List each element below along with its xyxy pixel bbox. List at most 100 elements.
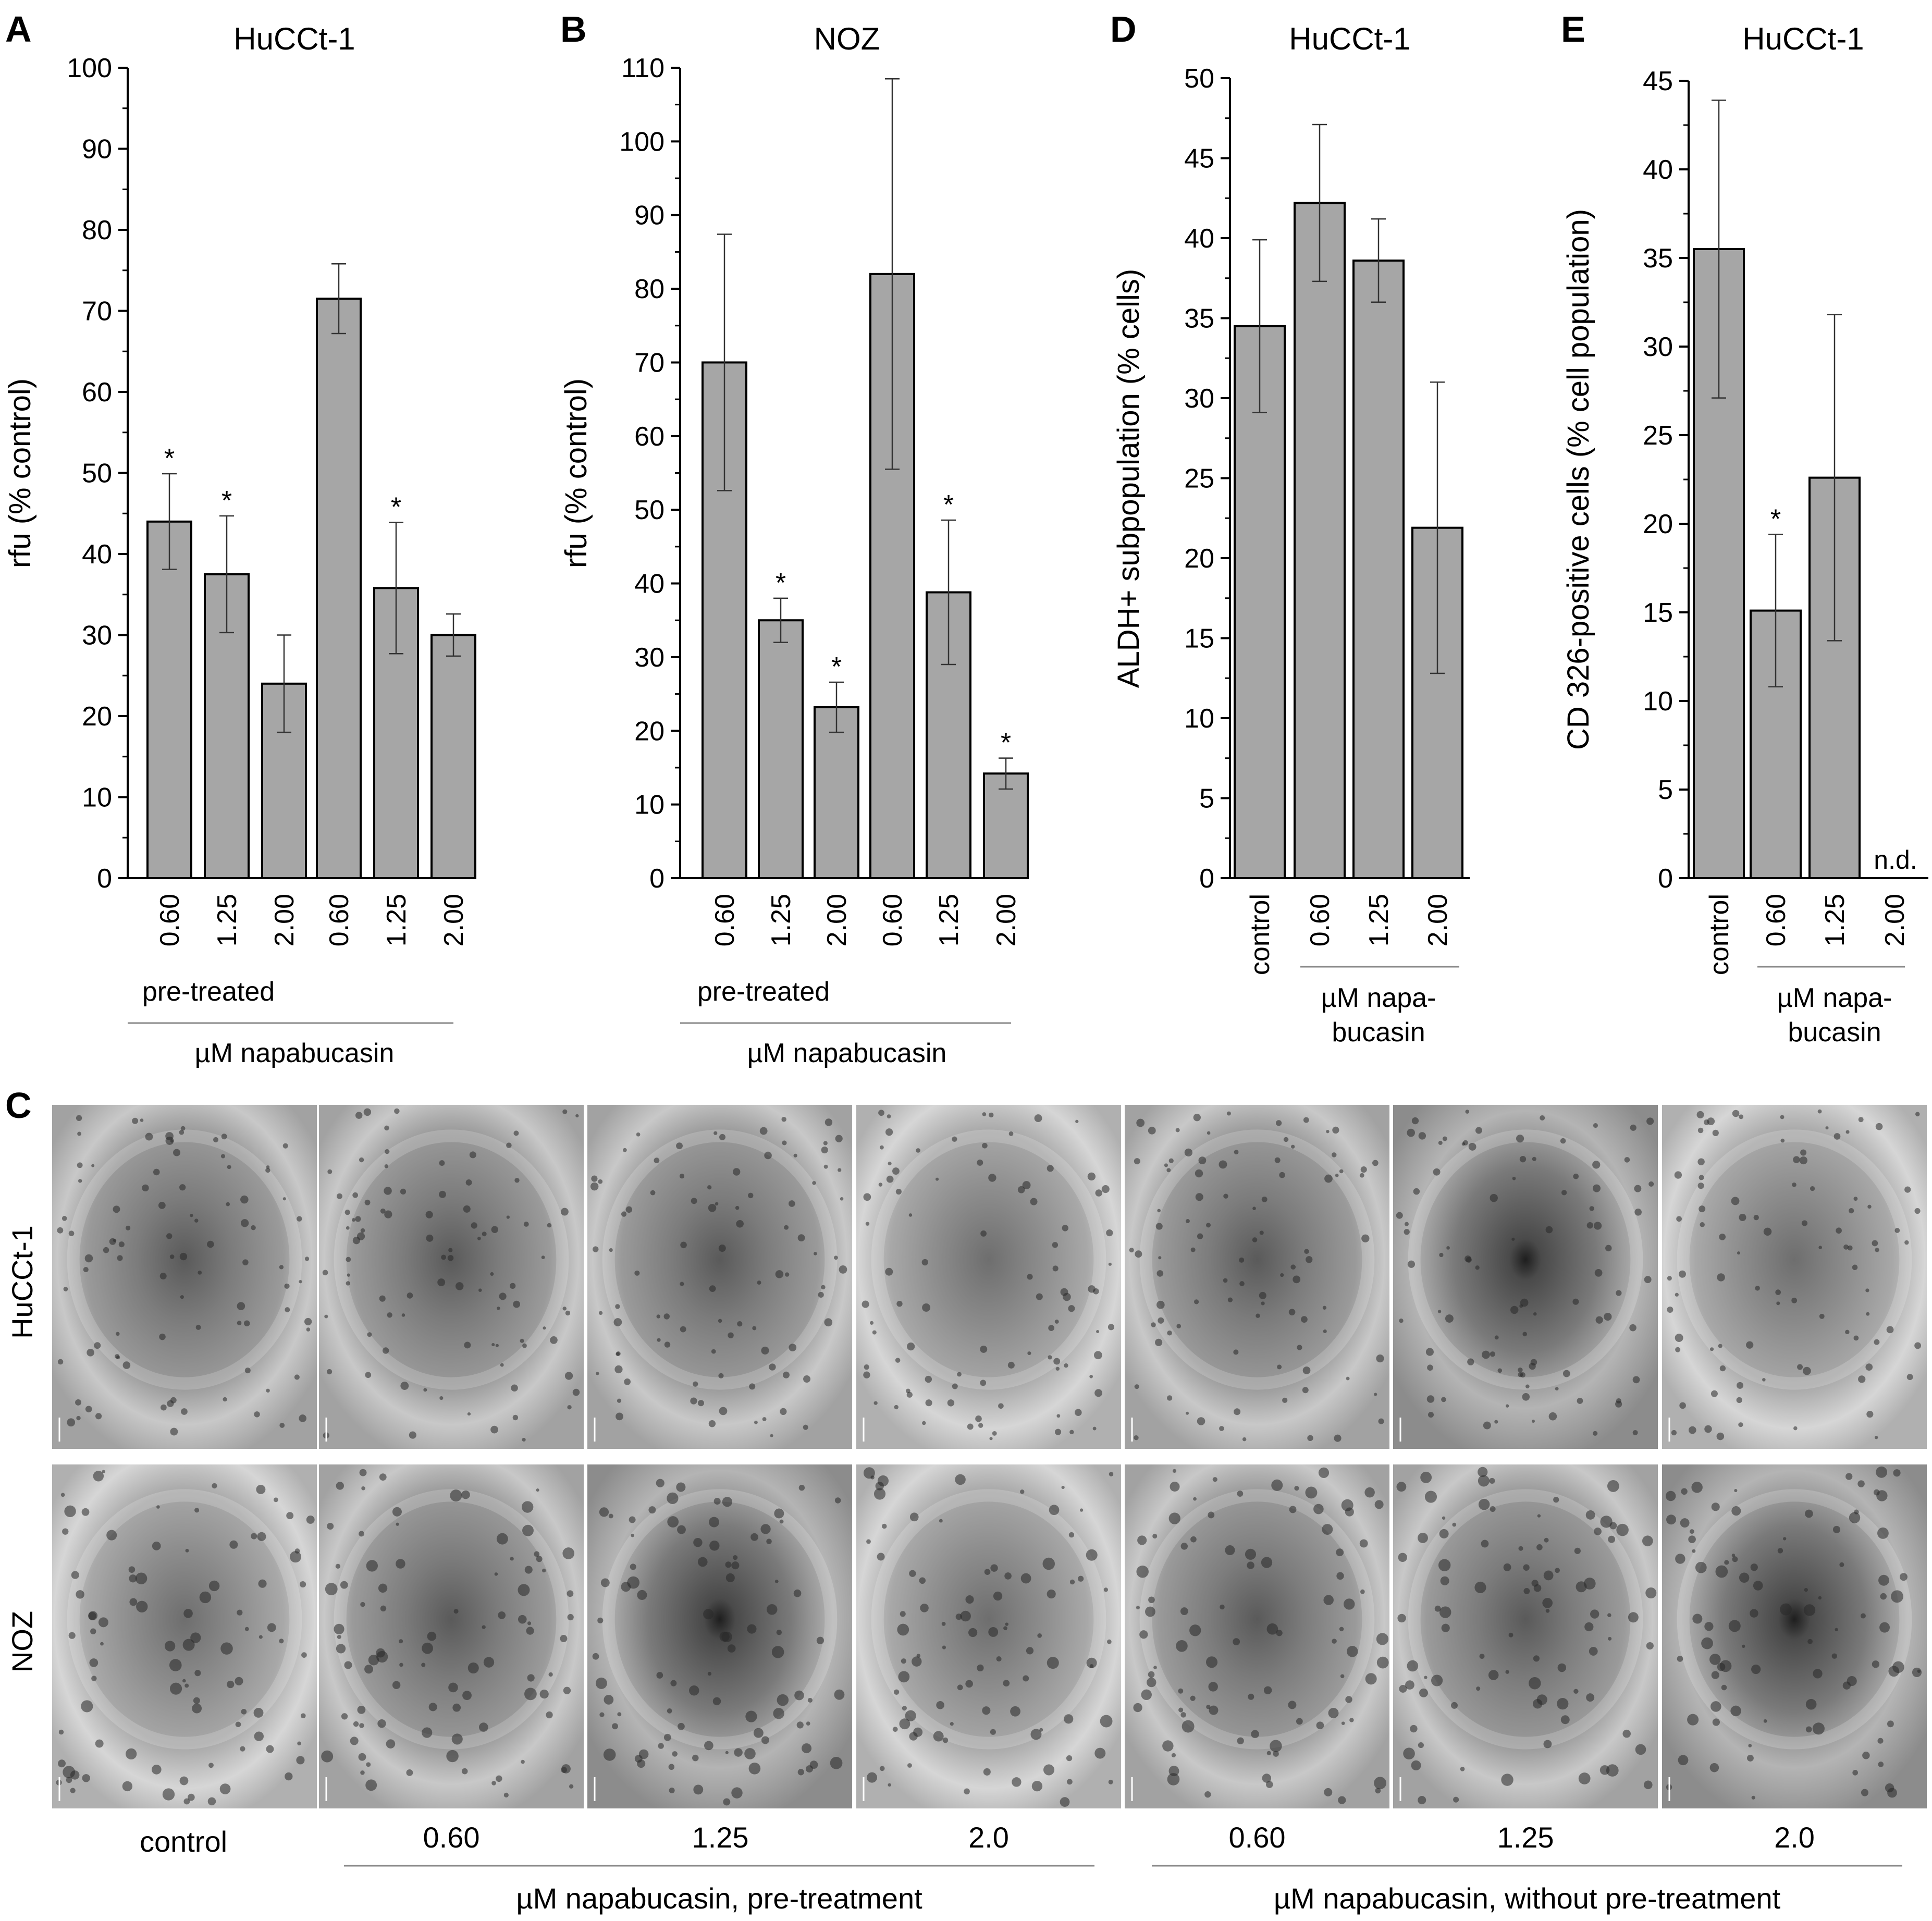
category-label: 1.25 [382, 894, 412, 946]
microscopy-panel-c: HuCCt-1 NOZ control 0.60 1.25 2.0 0.60 1… [6, 1105, 1927, 1915]
bar [430, 634, 476, 879]
significance-marker: * [391, 492, 401, 522]
y-tick-label: 70 [634, 348, 664, 378]
bar [814, 706, 859, 879]
significance-marker: * [1770, 504, 1781, 534]
category-label: 0.60 [878, 894, 908, 946]
column-label-wo-060: 0.60 [1229, 1821, 1286, 1854]
y-tick-label: 10 [634, 790, 664, 820]
chart-title: NOZ [814, 21, 880, 56]
row-label-noz: NOZ [6, 1611, 39, 1672]
y-tick-label: 30 [1184, 384, 1214, 414]
category-label: 1.25 [212, 894, 242, 946]
micrograph [52, 1105, 317, 1449]
y-tick-label: 80 [634, 274, 664, 304]
column-label-wo-20: 2.0 [1774, 1821, 1815, 1854]
x-axis-label: µM napabucasin [195, 1038, 395, 1068]
category-label: 0.60 [1761, 894, 1791, 946]
y-tick-label: 0 [649, 864, 664, 894]
chart-panel-e: HuCCt-1 CD 326-positive cells (% cell pop… [1561, 21, 1928, 1048]
y-tick-label: 20 [82, 701, 112, 732]
y-tick-label: 60 [634, 422, 664, 452]
column-label-pre-060: 0.60 [423, 1821, 480, 1854]
micrograph [319, 1105, 584, 1449]
bar [758, 619, 804, 880]
column-label-wo-125: 1.25 [1497, 1821, 1554, 1854]
y-tick-label: 20 [1184, 544, 1214, 574]
row-label-hucct1: HuCCt-1 [6, 1225, 39, 1339]
group-label: pre-treated [697, 977, 830, 1007]
category-label: 1.25 [766, 894, 796, 946]
significance-marker: * [831, 652, 842, 682]
significance-marker: * [164, 444, 175, 474]
category-label: 0.60 [324, 894, 354, 946]
x-axis-label: µM napa-bucasin [1321, 983, 1436, 1048]
y-tick-label: 40 [82, 539, 112, 570]
category-label: 1.25 [934, 894, 964, 946]
y-tick-label: 45 [1643, 66, 1673, 96]
column-label-control: control [140, 1825, 227, 1858]
bar [146, 520, 192, 879]
y-tick-label: 30 [82, 621, 112, 651]
category-label: control [1245, 894, 1275, 975]
y-tick-label: 30 [634, 643, 664, 673]
y-tick-label: 80 [82, 215, 112, 245]
y-tick-label: 40 [634, 569, 664, 599]
significance-marker: * [1001, 728, 1011, 758]
significance-marker: * [776, 568, 786, 598]
category-label: 2.00 [269, 894, 300, 946]
column-label-pre-20: 2.0 [968, 1821, 1009, 1854]
micrograph [1125, 1464, 1389, 1808]
micrograph [856, 1105, 1121, 1449]
chart-panel-a: HuCCt-1 rfu (% control) 0 10 20 30 40 50 60 70 80 9… [3, 21, 476, 1068]
micrograph [587, 1464, 852, 1808]
category-label: 0.60 [1305, 894, 1335, 946]
y-tick-label: 15 [1643, 598, 1673, 628]
micrograph [1393, 1464, 1658, 1808]
group-label-without: µM napabucasin, without pre-treatment [1274, 1882, 1781, 1915]
micrograph [1125, 1105, 1389, 1449]
y-tick-label: 0 [1199, 864, 1214, 894]
micrograph [52, 1464, 317, 1808]
y-axis-label: rfu (% control) [559, 378, 593, 568]
y-tick-label: 90 [82, 134, 112, 165]
group-label: pre-treated [142, 977, 275, 1007]
y-tick-label: 30 [1643, 332, 1673, 362]
micrograph [1662, 1464, 1927, 1808]
category-label: 2.00 [991, 894, 1022, 946]
not-determined-label: n.d. [1874, 845, 1917, 875]
y-tick-label: 100 [67, 53, 112, 83]
y-axis-label: CD 326-positive cells (% cell population… [1561, 209, 1595, 750]
bar [1352, 259, 1405, 880]
y-tick-label: 90 [634, 201, 664, 231]
y-tick-label: 70 [82, 297, 112, 327]
category-label: 2.00 [822, 894, 852, 946]
chart-title: HuCCt-1 [233, 21, 355, 56]
x-axis-label: µM napa-bucasin [1777, 983, 1892, 1048]
bar [316, 298, 362, 879]
y-tick-label: 5 [1658, 775, 1673, 805]
chart-panel-b: NOZ rfu (% control) 0 10 20 30 40 50 60 70 80 90 100… [559, 21, 1029, 1068]
y-tick-label: 25 [1643, 421, 1673, 451]
y-tick-label: 10 [1643, 686, 1673, 717]
panel-letter-c: C [5, 1085, 32, 1126]
x-axis-label: µM napabucasin [747, 1038, 947, 1068]
panel-letter-b: B [560, 9, 587, 50]
significance-marker: * [943, 490, 954, 520]
y-tick-label: 35 [1184, 304, 1214, 334]
micrograph [319, 1464, 584, 1808]
y-tick-label: 10 [1184, 704, 1214, 734]
y-axis-label: ALDH+ subpopulation (% cells) [1112, 269, 1146, 688]
chart-title: HuCCt-1 [1289, 21, 1410, 56]
significance-marker: * [221, 486, 232, 516]
y-tick-label: 15 [1184, 624, 1214, 654]
y-tick-label: 60 [82, 377, 112, 408]
y-tick-label: 50 [1184, 64, 1214, 94]
column-label-pre-125: 1.25 [692, 1821, 749, 1854]
y-tick-label: 10 [82, 783, 112, 813]
category-label: control [1704, 894, 1734, 975]
y-tick-label: 50 [82, 459, 112, 489]
bar [983, 772, 1029, 880]
category-label: 1.25 [1364, 894, 1394, 946]
